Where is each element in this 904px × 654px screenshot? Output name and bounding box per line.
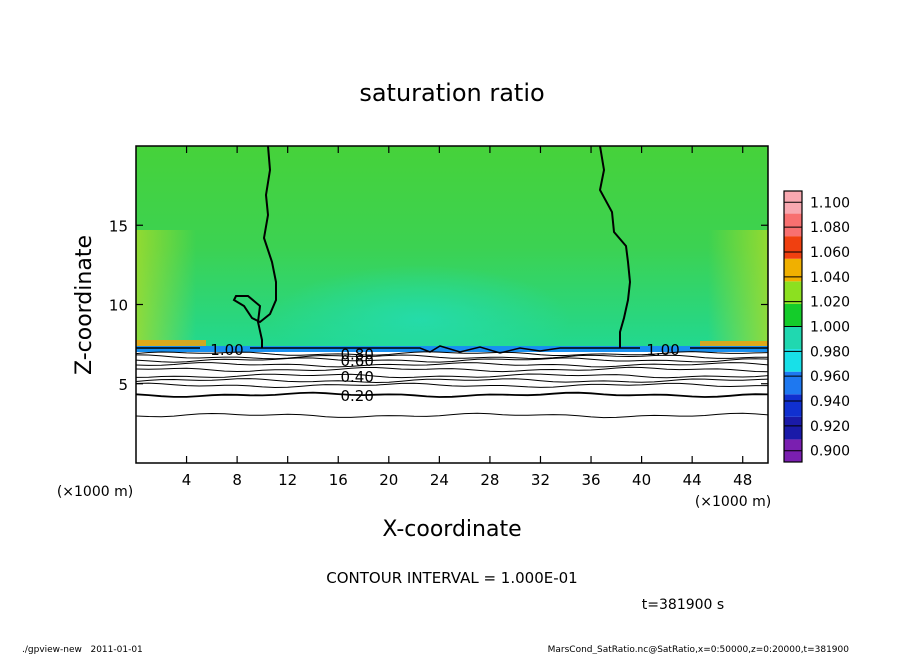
y-axis-label: Z-coordinate: [72, 235, 97, 375]
contour-line: [136, 378, 768, 384]
right-orange-band: [700, 341, 768, 346]
contour-interval-note: CONTOUR INTERVAL = 1.000E-01: [326, 569, 577, 587]
contour-label: 0.20: [340, 387, 373, 405]
contour-label: 1.00: [210, 341, 243, 359]
colorbar-label: 1.000: [810, 320, 850, 336]
contour-labels: 1.00 1.00 0.800.600.400.20: [210, 341, 679, 405]
plot-area: [136, 146, 768, 463]
colorbar-segment: [784, 349, 802, 372]
x-tick-label: 48: [733, 471, 752, 489]
x-axis-ticks: 4 8 12 16 20 24 28 32 36 40 44 48: [182, 146, 752, 489]
x-tick-label: 12: [278, 471, 297, 489]
left-edge-shade: [136, 230, 196, 348]
contour-line: [136, 412, 768, 419]
footer-left-note: ./gpview-new 2011-01-01: [22, 645, 143, 654]
contour-line: [136, 382, 768, 389]
contour-line: [136, 354, 768, 360]
contour-line: [136, 362, 768, 368]
x-axis-label: X-coordinate: [382, 517, 521, 542]
colorbar-label: 0.900: [810, 444, 850, 460]
right-edge-shade: [708, 230, 768, 348]
colorbar-label: 1.080: [810, 220, 850, 236]
x-unit-label-right: (×1000 m): [695, 494, 771, 510]
contour-label: 0.80: [340, 346, 373, 364]
colorbar-label: 1.020: [810, 295, 850, 311]
colorbar-segment: [784, 236, 802, 259]
colorbar-label: 1.100: [810, 195, 850, 211]
colorbar-label: 0.940: [810, 394, 850, 410]
contour-label: 0.40: [340, 368, 373, 386]
contour-line: [136, 366, 768, 373]
x-tick-label: 36: [581, 471, 600, 489]
time-note: t=381900 s: [642, 597, 724, 613]
x-tick-label: 40: [632, 471, 651, 489]
contour-line: [136, 357, 768, 363]
contour-line: [136, 351, 768, 356]
contour-1-boundary: [136, 345, 768, 354]
contour-label: 1.00: [646, 341, 679, 359]
colorbar-segment: [784, 213, 802, 237]
y-axis-ticks: 5 10 15: [109, 217, 768, 394]
contour-line: [136, 373, 768, 379]
x-tick-label: 20: [379, 471, 398, 489]
colorbar-segment: [784, 303, 802, 327]
colorbar-label: 0.960: [810, 369, 850, 385]
x-tick-label: 44: [683, 471, 702, 489]
left-orange-band: [136, 340, 206, 346]
colorbar-segment: [784, 326, 802, 350]
contour-lines: [136, 351, 768, 419]
contour-label: 0.60: [340, 352, 373, 370]
x-tick-label: 28: [480, 471, 499, 489]
colorbar-segment: [784, 416, 802, 440]
unsaturated-region: [136, 352, 768, 463]
colorbar-segment: [784, 371, 802, 395]
footer-right-note: MarsCond_SatRatio.nc@SatRatio,x=0:50000,…: [548, 645, 850, 654]
colorbar-segment: [784, 394, 802, 417]
y-tick-label: 10: [109, 297, 128, 315]
x-tick-label: 24: [430, 471, 449, 489]
y-tick-label: 5: [118, 376, 128, 394]
colorbar-segment: [784, 258, 802, 282]
y-tick-label: 15: [109, 217, 128, 235]
colorbar-label: 0.920: [810, 419, 850, 435]
contour-line: [136, 391, 768, 398]
chart-title: saturation ratio: [359, 79, 544, 107]
x-tick-label: 8: [232, 471, 242, 489]
x-tick-label: 32: [531, 471, 550, 489]
colorbar-label: 0.980: [810, 344, 850, 360]
colorbar: 0.900 0.920 0.940 0.960 0.980 1.000 1.020 1.040…: [783, 190, 850, 463]
colorbar-segment: [784, 281, 802, 304]
x-tick-label: 4: [182, 471, 192, 489]
colorbar-label: 1.060: [810, 245, 850, 261]
colorbar-label: 1.040: [810, 270, 850, 286]
x-unit-label-left: (×1000 m): [57, 484, 133, 500]
contour-1-right-plume: [598, 146, 632, 348]
x-tick-label: 16: [329, 471, 348, 489]
contour-1-left-plume: [232, 146, 277, 348]
